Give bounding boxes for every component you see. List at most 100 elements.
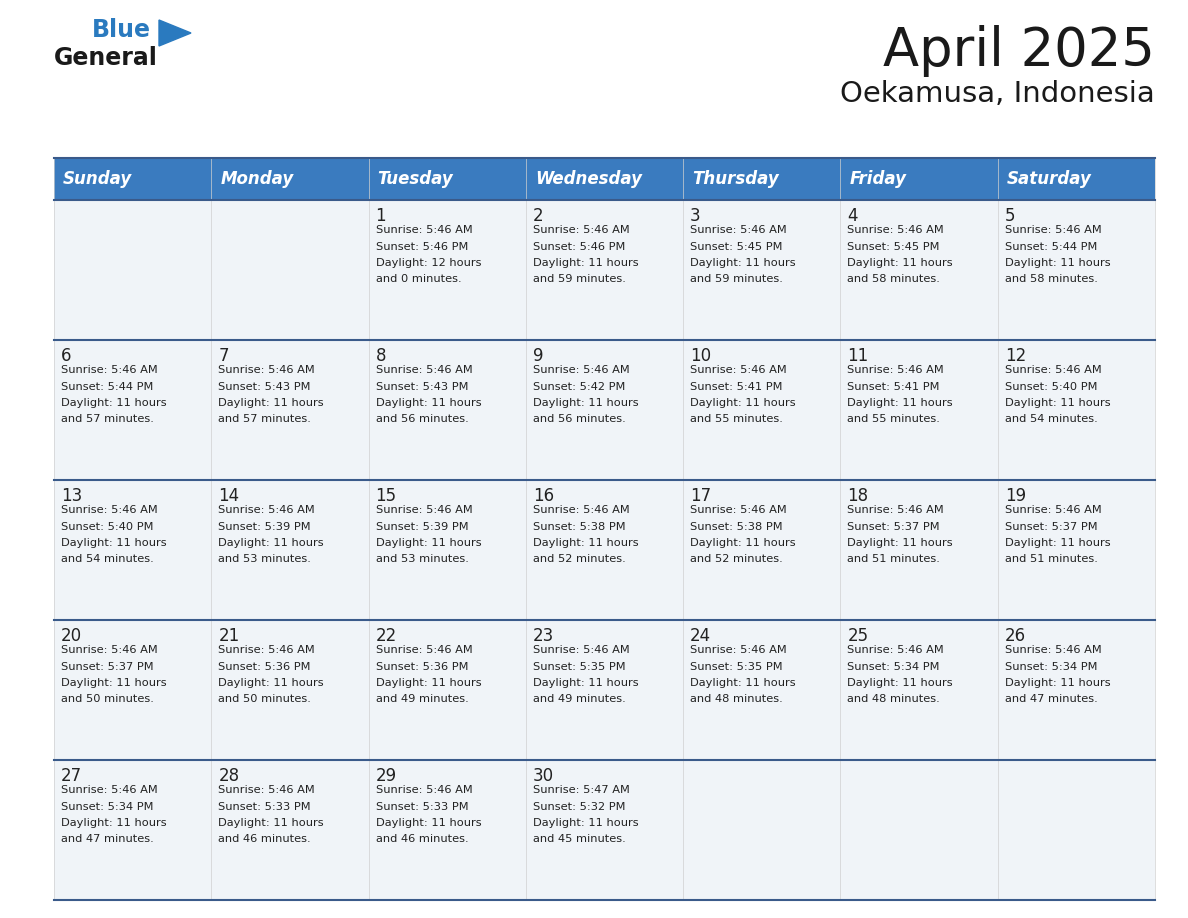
Text: 28: 28 xyxy=(219,767,240,785)
Text: Sunrise: 5:46 AM: Sunrise: 5:46 AM xyxy=(219,785,315,795)
Text: and 56 minutes.: and 56 minutes. xyxy=(533,415,626,424)
Text: Daylight: 11 hours: Daylight: 11 hours xyxy=(533,818,638,828)
Text: Sunrise: 5:46 AM: Sunrise: 5:46 AM xyxy=(690,505,786,515)
Text: Sunrise: 5:46 AM: Sunrise: 5:46 AM xyxy=(61,365,158,375)
Text: 3: 3 xyxy=(690,207,701,225)
Text: 29: 29 xyxy=(375,767,397,785)
Text: Sunset: 5:46 PM: Sunset: 5:46 PM xyxy=(533,241,625,252)
Text: Daylight: 11 hours: Daylight: 11 hours xyxy=(847,398,953,408)
Text: Daylight: 11 hours: Daylight: 11 hours xyxy=(61,538,166,548)
Text: Daylight: 11 hours: Daylight: 11 hours xyxy=(533,678,638,688)
Text: Sunrise: 5:46 AM: Sunrise: 5:46 AM xyxy=(1005,645,1101,655)
Text: Sunrise: 5:46 AM: Sunrise: 5:46 AM xyxy=(690,225,786,235)
Text: Daylight: 11 hours: Daylight: 11 hours xyxy=(533,398,638,408)
Text: Thursday: Thursday xyxy=(693,170,779,188)
Text: Daylight: 11 hours: Daylight: 11 hours xyxy=(1005,678,1111,688)
Text: Daylight: 11 hours: Daylight: 11 hours xyxy=(375,398,481,408)
Text: Daylight: 11 hours: Daylight: 11 hours xyxy=(219,818,324,828)
Text: and 46 minutes.: and 46 minutes. xyxy=(219,834,311,845)
Polygon shape xyxy=(159,20,191,46)
Text: 16: 16 xyxy=(533,487,554,505)
Text: Sunrise: 5:46 AM: Sunrise: 5:46 AM xyxy=(533,225,630,235)
Text: Wednesday: Wednesday xyxy=(535,170,642,188)
Text: and 58 minutes.: and 58 minutes. xyxy=(1005,274,1098,285)
Text: and 54 minutes.: and 54 minutes. xyxy=(61,554,153,565)
Bar xyxy=(53,620,1155,760)
Text: Sunset: 5:34 PM: Sunset: 5:34 PM xyxy=(1005,662,1098,671)
Text: 13: 13 xyxy=(61,487,82,505)
Text: Sunset: 5:37 PM: Sunset: 5:37 PM xyxy=(61,662,153,671)
Text: Sunset: 5:37 PM: Sunset: 5:37 PM xyxy=(1005,521,1098,532)
Text: Sunset: 5:38 PM: Sunset: 5:38 PM xyxy=(533,521,626,532)
Text: Sunrise: 5:46 AM: Sunrise: 5:46 AM xyxy=(533,645,630,655)
Text: Sunrise: 5:46 AM: Sunrise: 5:46 AM xyxy=(375,505,473,515)
Text: Daylight: 11 hours: Daylight: 11 hours xyxy=(847,258,953,268)
Text: Sunset: 5:39 PM: Sunset: 5:39 PM xyxy=(219,521,311,532)
Text: 11: 11 xyxy=(847,347,868,365)
Text: Sunset: 5:45 PM: Sunset: 5:45 PM xyxy=(690,241,783,252)
Bar xyxy=(368,158,526,200)
Text: Sunset: 5:33 PM: Sunset: 5:33 PM xyxy=(219,801,311,812)
Text: Daylight: 11 hours: Daylight: 11 hours xyxy=(690,538,796,548)
Text: Sunrise: 5:46 AM: Sunrise: 5:46 AM xyxy=(533,365,630,375)
Text: and 59 minutes.: and 59 minutes. xyxy=(690,274,783,285)
Text: Sunrise: 5:46 AM: Sunrise: 5:46 AM xyxy=(1005,365,1101,375)
Bar xyxy=(53,158,211,200)
Text: Sunset: 5:35 PM: Sunset: 5:35 PM xyxy=(690,662,783,671)
Text: General: General xyxy=(53,46,158,70)
Text: Daylight: 11 hours: Daylight: 11 hours xyxy=(61,678,166,688)
Text: Sunrise: 5:46 AM: Sunrise: 5:46 AM xyxy=(847,365,944,375)
Text: Sunrise: 5:46 AM: Sunrise: 5:46 AM xyxy=(375,225,473,235)
Text: Sunset: 5:42 PM: Sunset: 5:42 PM xyxy=(533,382,625,391)
Text: Sunrise: 5:46 AM: Sunrise: 5:46 AM xyxy=(219,645,315,655)
Text: 23: 23 xyxy=(533,627,554,645)
Text: Sunset: 5:32 PM: Sunset: 5:32 PM xyxy=(533,801,625,812)
Text: Sunrise: 5:46 AM: Sunrise: 5:46 AM xyxy=(690,645,786,655)
Text: 21: 21 xyxy=(219,627,240,645)
Text: Sunrise: 5:46 AM: Sunrise: 5:46 AM xyxy=(847,505,944,515)
Text: Daylight: 11 hours: Daylight: 11 hours xyxy=(847,538,953,548)
Bar xyxy=(53,480,1155,620)
Bar xyxy=(53,760,1155,900)
Text: Sunrise: 5:46 AM: Sunrise: 5:46 AM xyxy=(219,505,315,515)
Bar xyxy=(211,158,368,200)
Text: and 51 minutes.: and 51 minutes. xyxy=(847,554,941,565)
Text: and 48 minutes.: and 48 minutes. xyxy=(690,695,783,704)
Text: 1: 1 xyxy=(375,207,386,225)
Text: Sunset: 5:33 PM: Sunset: 5:33 PM xyxy=(375,801,468,812)
Text: and 51 minutes.: and 51 minutes. xyxy=(1005,554,1098,565)
Text: Sunrise: 5:46 AM: Sunrise: 5:46 AM xyxy=(1005,225,1101,235)
Text: 27: 27 xyxy=(61,767,82,785)
Text: and 56 minutes.: and 56 minutes. xyxy=(375,415,468,424)
Text: and 0 minutes.: and 0 minutes. xyxy=(375,274,461,285)
Text: Sunrise: 5:46 AM: Sunrise: 5:46 AM xyxy=(847,225,944,235)
Text: Daylight: 11 hours: Daylight: 11 hours xyxy=(690,678,796,688)
Text: 25: 25 xyxy=(847,627,868,645)
Text: Sunset: 5:35 PM: Sunset: 5:35 PM xyxy=(533,662,626,671)
Text: and 53 minutes.: and 53 minutes. xyxy=(375,554,468,565)
Text: Daylight: 11 hours: Daylight: 11 hours xyxy=(61,818,166,828)
Text: Sunset: 5:39 PM: Sunset: 5:39 PM xyxy=(375,521,468,532)
Text: Sunrise: 5:46 AM: Sunrise: 5:46 AM xyxy=(61,645,158,655)
Text: Sunset: 5:45 PM: Sunset: 5:45 PM xyxy=(847,241,940,252)
Text: and 48 minutes.: and 48 minutes. xyxy=(847,695,940,704)
Text: and 58 minutes.: and 58 minutes. xyxy=(847,274,941,285)
Text: Sunset: 5:37 PM: Sunset: 5:37 PM xyxy=(847,521,940,532)
Text: and 50 minutes.: and 50 minutes. xyxy=(61,695,154,704)
Text: and 59 minutes.: and 59 minutes. xyxy=(533,274,626,285)
Text: Daylight: 11 hours: Daylight: 11 hours xyxy=(219,678,324,688)
Text: and 52 minutes.: and 52 minutes. xyxy=(533,554,626,565)
Text: Sunset: 5:38 PM: Sunset: 5:38 PM xyxy=(690,521,783,532)
Text: 6: 6 xyxy=(61,347,71,365)
Text: and 47 minutes.: and 47 minutes. xyxy=(1005,695,1098,704)
Text: Sunset: 5:44 PM: Sunset: 5:44 PM xyxy=(1005,241,1097,252)
Bar xyxy=(683,158,840,200)
Text: and 55 minutes.: and 55 minutes. xyxy=(690,415,783,424)
Text: Sunrise: 5:46 AM: Sunrise: 5:46 AM xyxy=(533,505,630,515)
Text: 12: 12 xyxy=(1005,347,1026,365)
Text: 20: 20 xyxy=(61,627,82,645)
Text: and 50 minutes.: and 50 minutes. xyxy=(219,695,311,704)
Text: 4: 4 xyxy=(847,207,858,225)
Text: Sunset: 5:36 PM: Sunset: 5:36 PM xyxy=(219,662,311,671)
Bar xyxy=(526,158,683,200)
